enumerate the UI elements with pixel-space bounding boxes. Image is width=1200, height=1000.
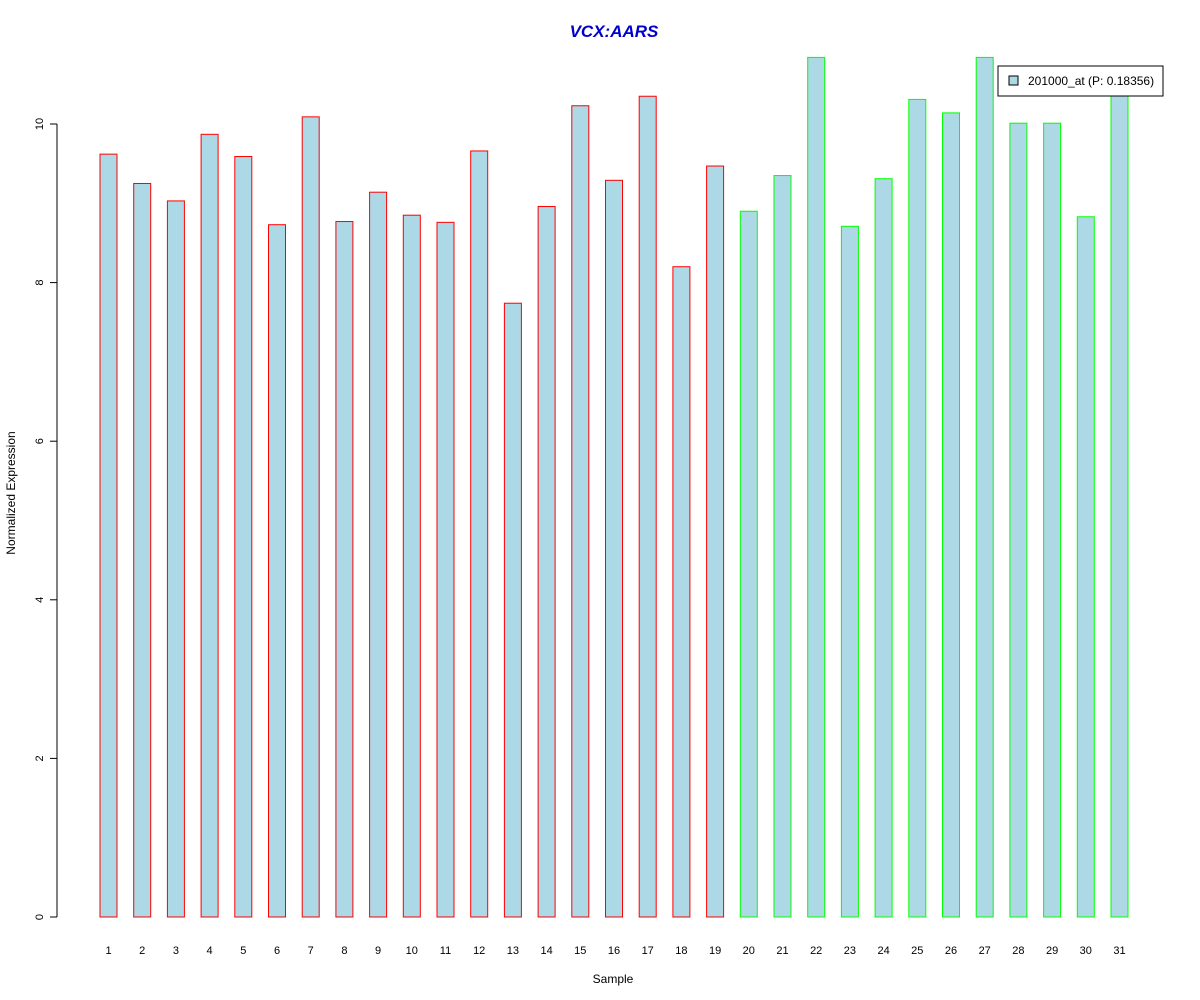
bar-sample-9	[369, 191, 388, 918]
x-tick-label: 27	[979, 945, 991, 957]
bar-sample-16	[605, 179, 623, 918]
x-tick-label: 25	[911, 945, 923, 957]
y-axis: 0 2 4 6 8 10	[34, 118, 58, 920]
x-tick-label: 17	[642, 945, 654, 957]
bar-sample-2	[133, 182, 152, 918]
x-tick-label: 22	[810, 945, 822, 957]
bar-sample-18	[672, 266, 691, 918]
x-tick-label: 15	[574, 945, 586, 957]
bar-sample-13	[503, 302, 522, 918]
bar-sample-30	[1076, 216, 1095, 918]
bar-sample-11	[436, 221, 455, 918]
x-tick-label: 21	[776, 945, 788, 957]
bar-sample-22	[807, 56, 826, 918]
bar-sample-26	[942, 112, 960, 918]
x-tick-label: 23	[844, 945, 856, 957]
x-tick-label: 24	[877, 945, 889, 957]
y-tick-label: 2	[34, 755, 46, 761]
x-tick-label: 4	[207, 945, 213, 957]
x-tick-label: 13	[507, 945, 519, 957]
bar-sample-21	[773, 175, 792, 918]
x-tick-label: 12	[473, 945, 485, 957]
x-tick-label: 6	[274, 945, 280, 957]
bar-sample-29	[1043, 122, 1062, 918]
chart-title: VCX:AARS	[570, 22, 659, 41]
x-tick-label: 18	[675, 945, 687, 957]
x-tick-label: 11	[440, 945, 451, 957]
y-tick-label: 4	[34, 597, 46, 603]
x-tick-label: 8	[341, 945, 347, 957]
bar-sample-17	[638, 95, 657, 918]
y-tick-label: 8	[34, 280, 46, 286]
x-tick-label: 5	[240, 945, 246, 957]
x-tick-label: 26	[945, 945, 957, 957]
y-tick-label: 0	[34, 914, 46, 920]
bars	[99, 56, 1129, 918]
x-tick-labels: 1 2 3 4 5 6 7 8 9 10 11 12 13 14 15 16 17 18 19 20 21 22 23 24 2…	[105, 945, 1125, 957]
x-tick-label: 31	[1113, 945, 1125, 957]
bar-sample-3	[166, 200, 185, 918]
bar-sample-24	[874, 178, 893, 918]
x-tick-label: 28	[1012, 945, 1024, 957]
legend-box	[997, 65, 1164, 97]
x-tick-label: 1	[105, 945, 111, 957]
bar-sample-28	[1009, 122, 1028, 918]
x-tick-label: 29	[1046, 945, 1058, 957]
x-axis-title: Sample	[593, 972, 634, 986]
bar-sample-27	[975, 56, 994, 918]
bar-sample-7	[301, 116, 320, 918]
bar-sample-14	[537, 205, 556, 918]
y-tick-label: 6	[34, 438, 46, 444]
bar-sample-12	[470, 150, 489, 918]
legend-label: 201000_at (P: 0.18356)	[1028, 74, 1154, 88]
x-tick-label: 2	[139, 945, 145, 957]
x-tick-label: 9	[375, 945, 381, 957]
y-axis-title: Normalized Expression	[4, 431, 18, 554]
bar-sample-10	[402, 214, 421, 918]
bar-sample-25	[908, 98, 927, 918]
legend-swatch	[1008, 75, 1019, 86]
x-tick-label: 16	[608, 945, 620, 957]
x-tick-label: 20	[743, 945, 755, 957]
bar-sample-5	[234, 156, 253, 918]
legend: 201000_at (P: 0.18356)	[997, 65, 1164, 97]
x-tick-label: 10	[406, 945, 418, 957]
x-tick-label: 30	[1080, 945, 1092, 957]
y-tick-label: 10	[34, 118, 46, 130]
x-tick-label: 7	[308, 945, 314, 957]
bar-sample-23	[840, 225, 859, 918]
bar-sample-6	[268, 224, 286, 918]
bar-sample-15	[571, 105, 590, 918]
bar-sample-4	[200, 133, 219, 918]
x-tick-label: 14	[540, 945, 552, 957]
bar-sample-31	[1110, 91, 1129, 918]
bar-sample-1	[99, 153, 118, 918]
bar-sample-19	[706, 165, 725, 918]
bar-sample-8	[335, 221, 354, 918]
bar-sample-20	[739, 210, 758, 918]
x-tick-label: 3	[173, 945, 179, 957]
x-tick-label: 19	[709, 945, 721, 957]
